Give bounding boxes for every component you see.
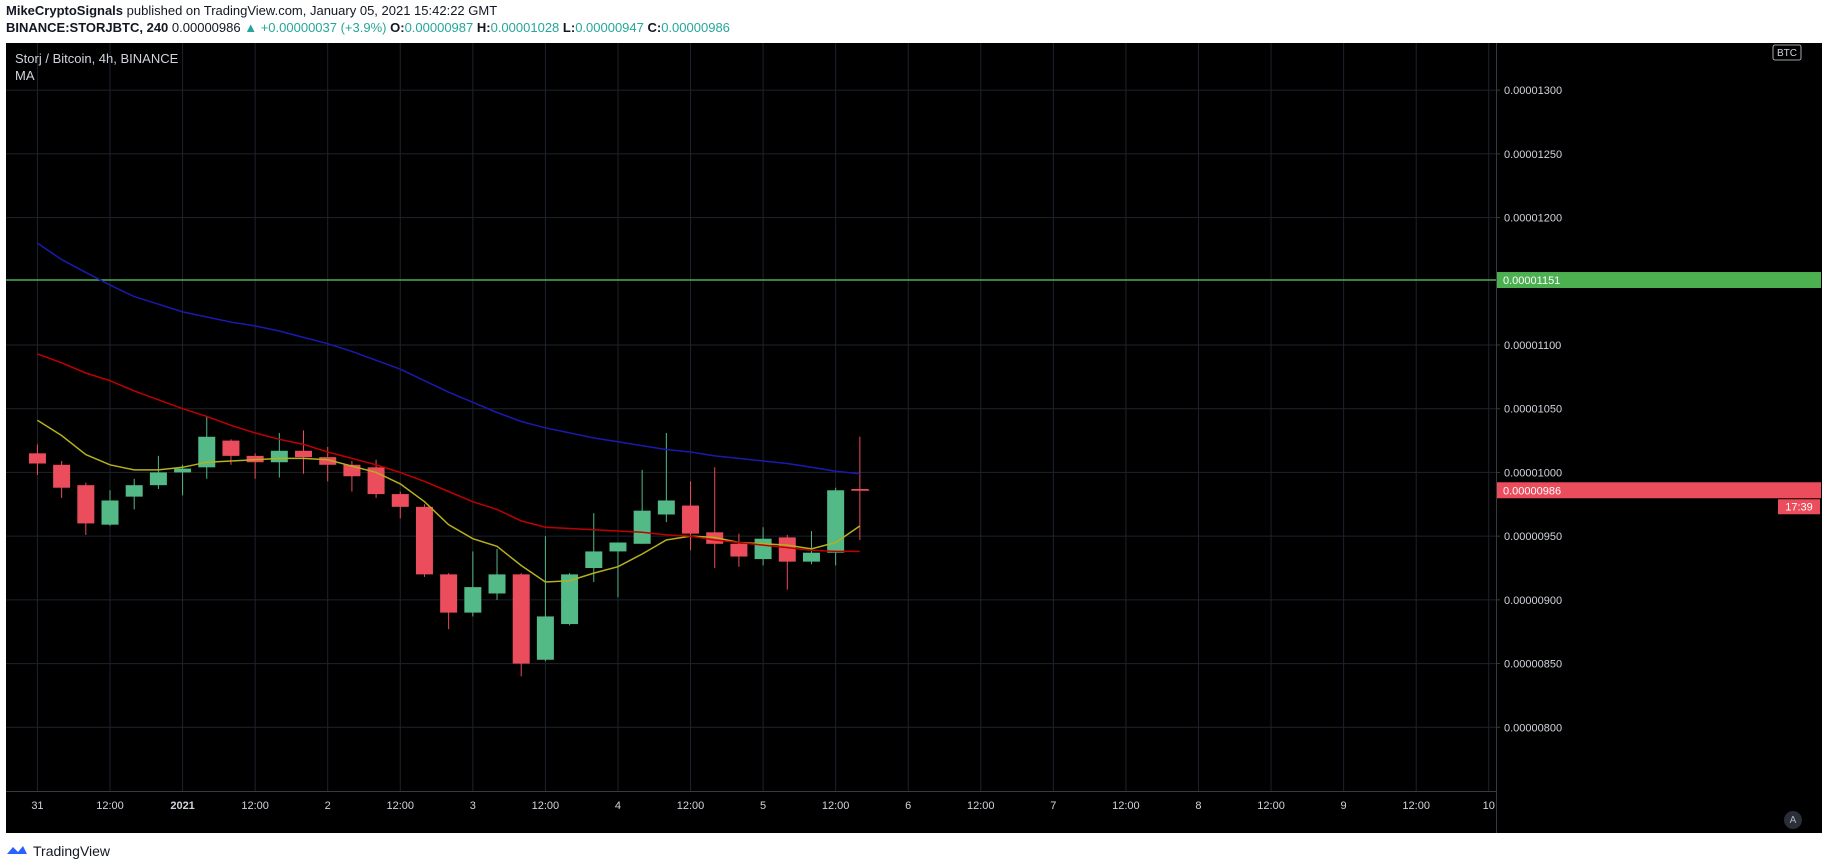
candle-body — [633, 510, 651, 544]
y-tick-label: 0.00000850 — [1504, 659, 1562, 671]
candle-body — [802, 552, 820, 562]
low-value: 0.00000947 — [575, 20, 644, 35]
x-tick-label: 12:00 — [1112, 800, 1140, 812]
candle-body — [778, 537, 796, 562]
x-tick-label: 12:00 — [241, 800, 269, 812]
candle-body — [585, 551, 603, 569]
symbol-name: BINANCE:STORJBTC, 240 — [6, 20, 169, 35]
candle-body — [682, 505, 700, 534]
candle-body — [101, 500, 119, 525]
candle-body — [319, 457, 337, 465]
candle-body — [343, 464, 361, 477]
x-tick-label: 12:00 — [677, 800, 705, 812]
candle-body — [222, 440, 240, 456]
price-change: ▲ +0.00000037 (+3.9%) — [244, 20, 387, 35]
candle-body — [512, 574, 530, 664]
candle-body — [28, 453, 46, 464]
candle-body — [754, 538, 772, 560]
candle-body — [827, 490, 845, 553]
candle-body — [609, 542, 627, 552]
price-chart[interactable]: 0.00001300 0.00001250 0.00001200 0.00001100… — [6, 43, 1822, 833]
open-value: 0.00000987 — [404, 20, 474, 35]
auto-scale-button[interactable]: A — [1784, 811, 1802, 829]
candle-body — [440, 574, 458, 613]
candle-body — [730, 543, 748, 557]
last-price: 0.00000986 — [171, 20, 241, 35]
candle-body — [270, 450, 288, 463]
candle-body — [53, 464, 71, 488]
publish-date: published on TradingView.com, January 05… — [126, 3, 498, 18]
chart-canvas[interactable]: 0.00001300 0.00001250 0.00001200 0.00001100… — [6, 43, 1822, 833]
countdown-tag — [1778, 499, 1820, 515]
candle-body — [851, 488, 869, 491]
x-tick-label: 12:00 — [967, 800, 995, 812]
y-tick-label: 0.00000950 — [1504, 531, 1562, 543]
indicator-label[interactable]: MA — [15, 68, 35, 83]
x-tick-label: 3 — [470, 800, 476, 812]
candle-body — [657, 500, 675, 515]
x-tick-label: 4 — [615, 800, 621, 812]
ma-line-2 — [37, 353, 860, 553]
x-tick-label: 12:00 — [1257, 800, 1285, 812]
x-tick-label: 12:00 — [1402, 800, 1430, 812]
x-tick-label: 12:00 — [822, 800, 850, 812]
close-label: C: — [647, 20, 662, 35]
footer: TradingView — [6, 839, 110, 863]
last-price-label: 0.00000986 — [1503, 485, 1561, 497]
candle-body — [174, 468, 192, 473]
x-tick-label: 6 — [905, 800, 911, 812]
currency-badge — [1772, 44, 1802, 61]
x-tick-label: 2 — [325, 800, 331, 812]
x-tick-label: 7 — [1050, 800, 1056, 812]
candle-body — [464, 587, 482, 613]
high-label: H: — [476, 20, 491, 35]
candle-body — [295, 450, 313, 458]
candle-body — [77, 485, 95, 524]
candle-body — [488, 574, 506, 594]
candle-body — [536, 616, 554, 660]
x-tick-label: 8 — [1195, 800, 1201, 812]
author-name[interactable]: MikeCryptoSignals — [6, 3, 124, 18]
symbol-info: BINANCE:STORJBTC, 240 0.00000986 ▲ +0.00… — [6, 20, 730, 35]
low-label: L: — [562, 20, 576, 35]
x-tick-label: 9 — [1341, 800, 1347, 812]
tradingview-logo-icon — [6, 843, 28, 860]
candle-body — [561, 574, 579, 625]
countdown-label: 17:39 — [1785, 501, 1813, 513]
x-tick-label: 2021 — [170, 800, 194, 812]
y-tick-label: 0.00000800 — [1504, 722, 1562, 734]
high-value: 0.00001028 — [490, 20, 560, 35]
x-tick-label: 5 — [760, 800, 766, 812]
candle-body — [198, 436, 216, 468]
y-tick-label: 0.00001300 — [1504, 85, 1562, 97]
candle-body — [391, 494, 409, 507]
level-price-tag — [1497, 272, 1821, 289]
y-tick-label: 0.00001200 — [1504, 213, 1562, 225]
x-tick-label: 12:00 — [96, 800, 124, 812]
x-tick-label: 12:00 — [532, 800, 560, 812]
currency-label: BTC — [1777, 48, 1797, 59]
candle-body — [125, 485, 143, 497]
candle-body — [149, 472, 167, 486]
candle-body — [415, 506, 433, 575]
last-price-tag — [1497, 482, 1821, 499]
chart-title: Storj / Bitcoin, 4h, BINANCE — [15, 51, 179, 66]
y-tick-label: 0.00000900 — [1504, 595, 1562, 607]
publish-info: MikeCryptoSignals published on TradingVi… — [6, 3, 497, 18]
x-tick-label: 12:00 — [387, 800, 415, 812]
level-price-label: 0.00001151 — [1503, 275, 1560, 287]
x-tick-label: 31 — [31, 800, 43, 812]
ma-line-3 — [36, 242, 860, 475]
open-label: O: — [390, 20, 405, 35]
y-tick-label: 0.00001250 — [1504, 149, 1562, 161]
tradingview-brand[interactable]: TradingView — [33, 843, 111, 859]
y-tick-label: 0.00001050 — [1504, 404, 1562, 416]
y-tick-label: 0.00001100 — [1504, 340, 1561, 352]
x-tick-label: 10 — [1483, 800, 1495, 812]
ma-line-1 — [36, 419, 861, 583]
close-value: 0.00000986 — [661, 20, 730, 35]
y-tick-label: 0.00001000 — [1504, 467, 1562, 479]
